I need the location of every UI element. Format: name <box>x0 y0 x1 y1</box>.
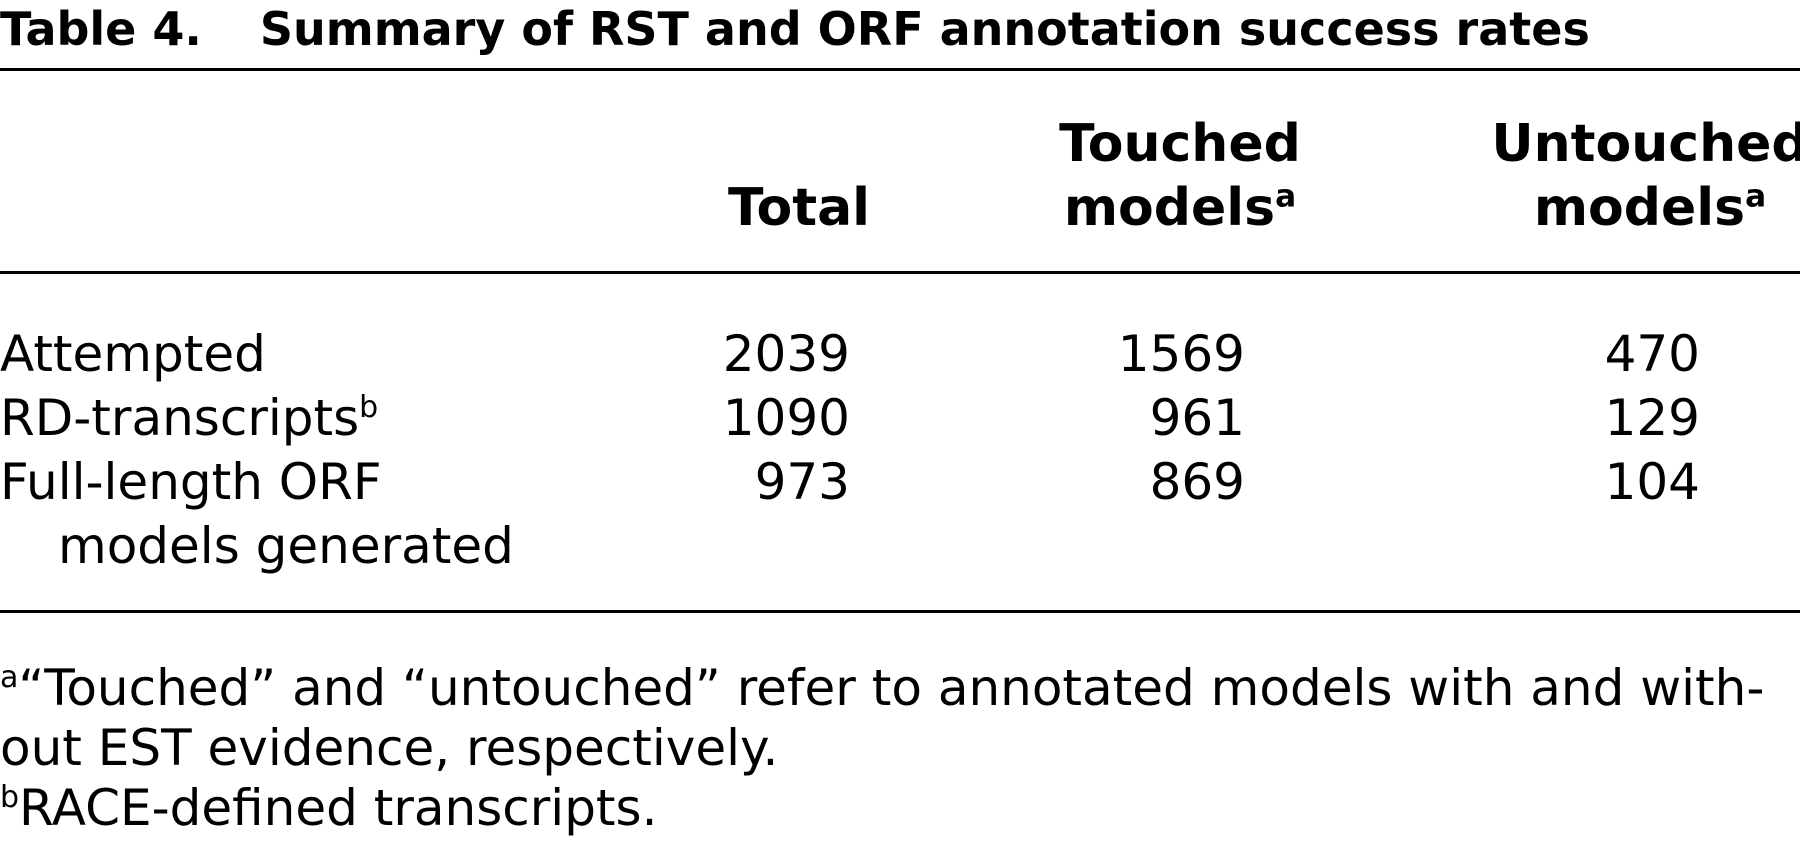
column-header-touched: Touched modelsa <box>1020 112 1340 240</box>
footnote-a-text-line1: “Touched” and “untouched” refer to annot… <box>18 659 1765 717</box>
cell-untouched: 104 <box>1604 453 1700 511</box>
bottom-rule <box>0 610 1800 613</box>
footnote-a: a“Touched” and “untouched” refer to anno… <box>0 658 1764 718</box>
column-header-total-text: Total <box>727 178 870 238</box>
cell-touched: 961 <box>1149 389 1245 447</box>
row-label-text: Full-length ORF <box>0 453 382 511</box>
footnote-b: bRACE-defined transcripts. <box>0 778 657 838</box>
column-header-total: Total <box>700 176 870 240</box>
cell-touched: 869 <box>1149 453 1245 511</box>
table-number: Table 4. <box>0 2 202 56</box>
table-row: Full-length ORF models generated 973 869… <box>0 450 1800 575</box>
row-label: RD-transcriptsb <box>0 386 378 450</box>
column-header-untouched: Untouched modelsa <box>1480 112 1800 240</box>
column-header-touched-text: models <box>1063 178 1276 238</box>
cell-untouched: 470 <box>1604 325 1700 383</box>
cell-touched: 1569 <box>1117 325 1245 383</box>
column-header-touched-line1: Touched <box>1059 114 1301 174</box>
table-caption: Table 4. Summary of RST and ORF annotatio… <box>0 0 1590 58</box>
column-header-untouched-text: models <box>1533 178 1746 238</box>
footnote-marker-a: a <box>1275 178 1297 215</box>
column-header-touched-line2: modelsa <box>1020 176 1340 240</box>
footnote-a-continuation: out EST evidence, respectively. <box>0 718 778 778</box>
row-label: Attempted <box>0 322 266 386</box>
top-rule <box>0 68 1800 71</box>
row-label-continuation: models generated <box>58 517 514 575</box>
footnote-a-marker: a <box>0 660 19 695</box>
header-rule <box>0 271 1800 274</box>
footnote-marker-b: b <box>359 390 379 425</box>
footnote-marker-a: a <box>1745 178 1767 215</box>
footnote-a-text-line2: out EST evidence, respectively. <box>0 719 779 777</box>
column-header-untouched-line1: Untouched <box>1491 114 1800 174</box>
table-row: RD-transcriptsb 1090 961 129 <box>0 386 1800 450</box>
column-header-untouched-line2: modelsa <box>1480 176 1800 240</box>
cell-total: 1090 <box>722 389 850 447</box>
cell-total: 2039 <box>722 325 850 383</box>
footnote-b-marker: b <box>0 780 20 815</box>
cell-untouched: 129 <box>1604 389 1700 447</box>
table-row: Attempted 2039 1569 470 <box>0 322 1800 386</box>
row-label: Full-length ORF <box>0 450 382 514</box>
footnote-b-text: RACE-defined transcripts. <box>19 779 658 837</box>
row-label-text: Attempted <box>0 325 266 383</box>
table-title: Summary of RST and ORF annotation succes… <box>259 2 1590 56</box>
row-label-text: RD-transcripts <box>0 389 360 447</box>
cell-total: 973 <box>754 453 850 511</box>
